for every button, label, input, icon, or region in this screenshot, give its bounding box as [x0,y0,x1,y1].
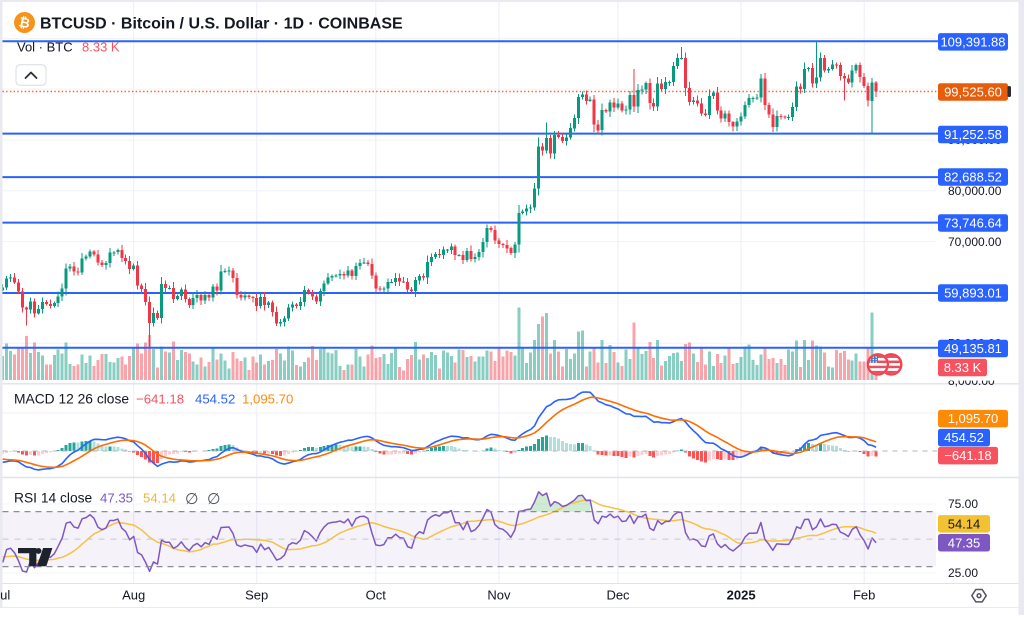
svg-text:109,391.88: 109,391.88 [940,34,1005,49]
svg-text:Jul: Jul [0,588,10,603]
svg-text:47.35: 47.35 [100,491,133,506]
svg-text:80,000.00: 80,000.00 [948,184,1002,198]
svg-text:1,095.70: 1,095.70 [242,392,293,407]
svg-text:∅: ∅ [207,491,221,508]
svg-text:2025: 2025 [727,588,756,603]
svg-text:54.14: 54.14 [143,491,176,506]
svg-text:RSI 14 close: RSI 14 close [14,491,93,506]
svg-text:8.33 K: 8.33 K [944,360,982,375]
svg-text:Dec: Dec [606,588,630,603]
svg-text:Sep: Sep [245,588,268,603]
svg-text:47.35: 47.35 [948,535,981,550]
svg-text:75.00: 75.00 [948,497,978,511]
svg-text:MACD 12 26 close: MACD 12 26 close [14,392,129,407]
svg-text:BTCUSD · Bitcoin / U.S. Dollar: BTCUSD · Bitcoin / U.S. Dollar · 1D · CO… [40,15,403,32]
svg-text:−641.18: −641.18 [944,448,991,463]
svg-text:70,000.00: 70,000.00 [948,235,1002,249]
svg-text:91,252.58: 91,252.58 [944,127,1002,142]
svg-text:1,095.70: 1,095.70 [948,411,999,426]
svg-text:Oct: Oct [366,588,387,603]
svg-text:Feb: Feb [853,588,875,603]
svg-text:59,893.01: 59,893.01 [944,286,1002,301]
svg-text:49,135.81: 49,135.81 [944,341,1002,356]
svg-text:99,525.60: 99,525.60 [944,85,1002,100]
svg-text:73,746.64: 73,746.64 [944,216,1002,231]
svg-text:Aug: Aug [122,588,145,603]
svg-text:Vol · BTC: Vol · BTC [17,39,73,54]
svg-text:Nov: Nov [487,588,511,603]
svg-text:−641.18: −641.18 [136,392,184,407]
svg-text:∅: ∅ [185,491,199,508]
svg-text:454.52: 454.52 [944,430,984,445]
svg-text:8.33 K: 8.33 K [82,39,120,54]
svg-text:82,688.52: 82,688.52 [944,170,1002,185]
svg-text:25.00: 25.00 [948,566,978,580]
svg-text:54.14: 54.14 [948,516,981,531]
svg-text:454.52: 454.52 [195,392,235,407]
